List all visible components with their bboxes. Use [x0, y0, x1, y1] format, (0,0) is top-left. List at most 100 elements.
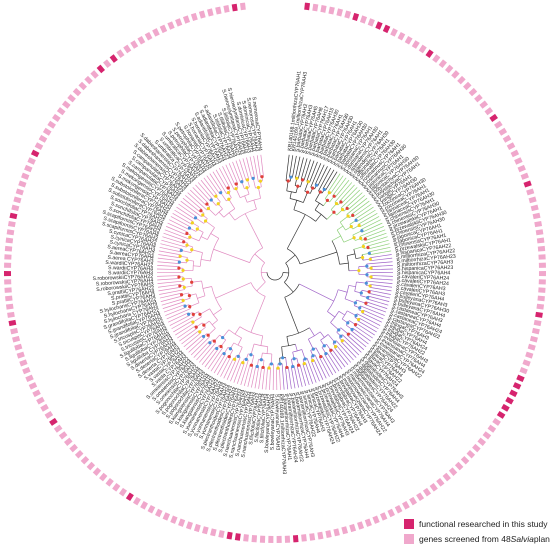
tree-branch-line [205, 220, 215, 228]
tree-branch-line [197, 295, 206, 299]
tree-branch-line [367, 298, 389, 306]
tree-branch-line [332, 177, 347, 196]
node-marker [346, 332, 350, 336]
ring-cell-screened [7, 311, 15, 318]
ring-cell-screened [442, 472, 451, 482]
node-marker [193, 216, 198, 220]
leaf-label: S.miltiorrhizaCYP76AH3 [397, 259, 454, 268]
leaf-label: S.miltiorrhizaCYP76AH23 [396, 254, 456, 265]
ring-cell-screened [349, 523, 357, 533]
ring-cell-screened [474, 94, 483, 103]
ring-cell-screened [4, 287, 12, 293]
leaf-label: S.aereaCYP76AH4 [109, 250, 154, 261]
node-marker [215, 346, 219, 351]
tree-branch-line [303, 192, 308, 203]
node-marker [260, 175, 264, 179]
ring-cell-screened [42, 127, 52, 136]
tree-branch-line [342, 334, 362, 353]
node-marker [368, 257, 372, 261]
node-marker [318, 190, 322, 194]
ring-cell-screened [333, 528, 340, 537]
ring-cell-screened [510, 149, 520, 158]
tree-branch-line [207, 347, 224, 370]
node-marker [221, 335, 225, 340]
tree-branch-line [362, 222, 383, 233]
ring-cell-screened [531, 327, 540, 335]
ring-cell-functional [304, 2, 311, 11]
tree-branch-line [285, 254, 296, 264]
ring-cell-functional [375, 21, 383, 30]
tree-branch-line [253, 199, 257, 210]
tree-node-markers [177, 175, 373, 370]
tree-branch-arc [327, 289, 339, 312]
node-marker [359, 236, 363, 241]
ring-cell-screened [276, 535, 282, 543]
node-marker [181, 268, 185, 273]
tree-branch-line [305, 362, 314, 384]
tree-branch-line [215, 169, 228, 189]
ring-cell-screened [18, 180, 27, 188]
tree-branch-line [191, 249, 203, 253]
tree-branch-line [253, 155, 259, 182]
tree-branch-line [367, 295, 390, 302]
tree-branch-line [370, 278, 393, 281]
node-marker [302, 361, 306, 366]
node-marker [182, 240, 186, 244]
tree-branch-line [366, 280, 393, 284]
ring-cell-screened [436, 478, 445, 487]
tree-branch-line [170, 216, 191, 228]
tree-branch-line [169, 315, 190, 326]
node-marker [327, 191, 331, 195]
tree-branch-line [370, 257, 393, 262]
tree-branch-line [210, 233, 219, 239]
ring-cell-screened [429, 483, 438, 492]
node-marker [363, 237, 367, 241]
tree-branch-line [338, 289, 348, 293]
tree-branch-line [230, 357, 241, 382]
tree-branch-line [243, 364, 251, 387]
ring-cell-screened [105, 478, 114, 487]
tree-branch-line [336, 345, 352, 363]
ring-cell-screened [239, 2, 246, 11]
ring-cell-functional [509, 389, 518, 398]
tree-branch-line [350, 330, 369, 345]
tree-branch-arc [234, 208, 257, 221]
tree-branch-line [193, 341, 210, 358]
ring-cell-screened [90, 70, 99, 79]
ring-cell-screened [13, 196, 22, 204]
tree-branch-line [279, 368, 281, 390]
ring-cell-functional [292, 535, 299, 543]
ring-cell-functional [3, 271, 12, 277]
node-marker [234, 187, 238, 191]
tree-branch-line [359, 317, 379, 330]
node-marker [368, 284, 372, 288]
tree-branch-line [220, 192, 227, 202]
tree-branch-line [228, 212, 236, 221]
tree-branch-line [192, 187, 209, 204]
node-marker [296, 363, 301, 367]
tree-branch-line [174, 209, 194, 222]
node-marker [356, 317, 361, 322]
tree-branch-line [341, 187, 358, 204]
tree-branch-line [319, 331, 325, 338]
legend-label-screened-pre: genes screened from 48 [419, 533, 511, 544]
ring-cell-screened [397, 31, 406, 41]
tree-branch-line [339, 262, 349, 265]
tree-branch-line [359, 216, 380, 228]
node-marker [364, 301, 368, 305]
legend: functional researched in this study gene… [404, 516, 550, 546]
ring-cell-screened [530, 204, 539, 212]
node-marker [337, 328, 341, 332]
tree-branch-line [367, 239, 389, 247]
tree-branch-line [157, 257, 180, 262]
tree-branch-line [254, 366, 260, 389]
node-marker [234, 182, 238, 186]
ring-cell-screened [24, 164, 33, 173]
tree-branch-line [319, 357, 330, 377]
ring-cell-functional [489, 113, 498, 122]
ring-cell-screened [14, 343, 23, 351]
ring-cell-screened [409, 496, 418, 506]
ring-cell-functional [425, 49, 434, 58]
tree-branch-line [335, 340, 354, 361]
ring-cell-screened [38, 134, 48, 143]
